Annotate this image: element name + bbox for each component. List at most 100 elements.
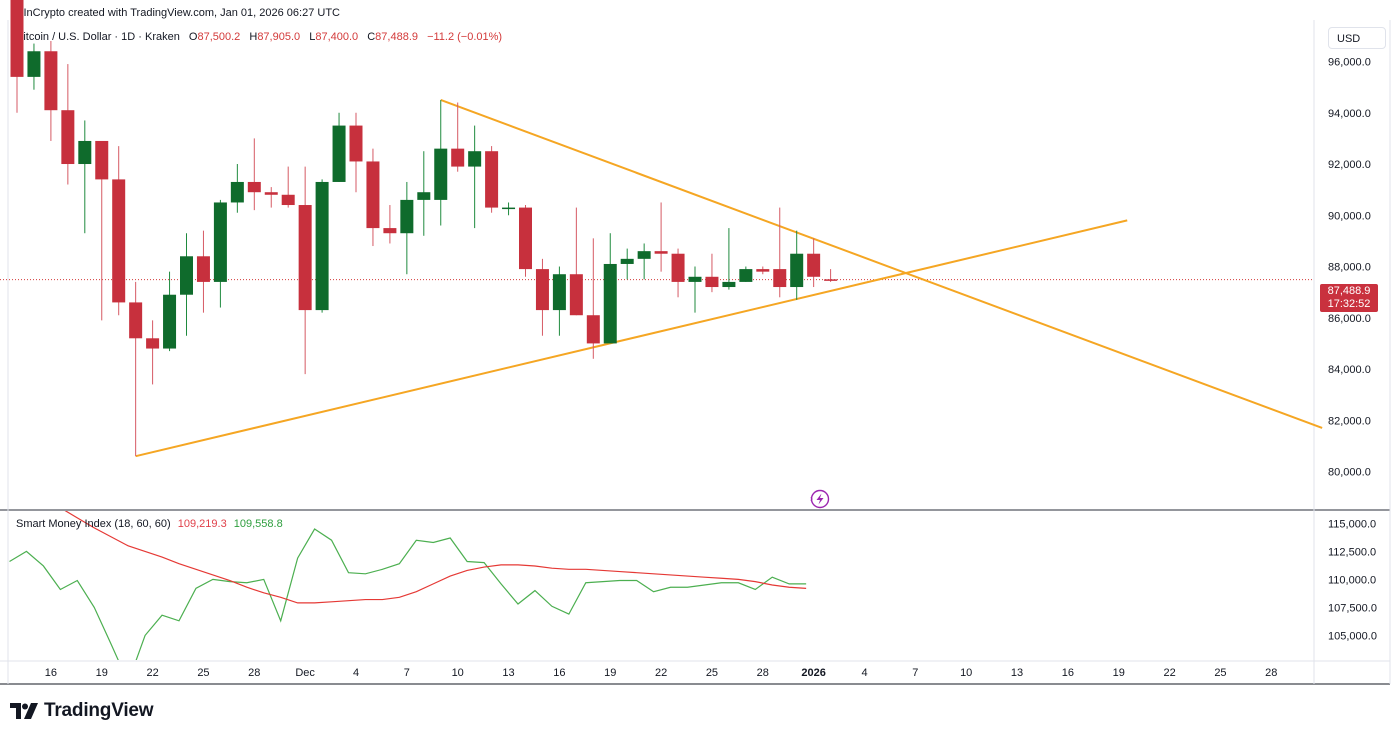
candle-body (569, 274, 583, 316)
time-axis-label: 28 (757, 667, 769, 679)
candle (807, 238, 821, 288)
candle (332, 112, 346, 182)
price-axis-tick: 96,000.0 (1328, 57, 1371, 69)
last-price-tag: 87,488.9 17:32:52 (1320, 284, 1378, 312)
indicator-axis-tick: 107,500.0 (1328, 602, 1377, 614)
candle-body (78, 140, 92, 165)
candle-body (773, 269, 787, 288)
candle (129, 281, 143, 457)
candle (27, 43, 41, 90)
symbol-legend[interactable]: Bitcoin / U.S. Dollar · 1D · Kraken O87,… (16, 31, 502, 43)
candle-body (586, 315, 600, 344)
candle (654, 202, 668, 272)
tradingview-logo[interactable]: TradingView (10, 699, 154, 723)
candle (502, 202, 516, 216)
candle-body (247, 181, 261, 193)
candle (535, 258, 549, 336)
price-axis-tick: 86,000.0 (1328, 313, 1371, 325)
price-axis-tick: 92,000.0 (1328, 159, 1371, 171)
candle-body (315, 181, 329, 311)
candle-body (180, 256, 193, 295)
candle-body (213, 202, 227, 282)
indicator-axis-tick: 112,500.0 (1328, 546, 1376, 558)
candle (298, 166, 312, 375)
candle-body (756, 269, 770, 272)
candle (383, 205, 397, 244)
currency-button[interactable]: USD (1328, 27, 1386, 49)
candle (824, 269, 838, 282)
candle (163, 271, 177, 352)
time-axis-label: 13 (502, 667, 514, 679)
open-label: O (188, 31, 198, 43)
candle (180, 233, 193, 336)
smi-signal-line (64, 511, 807, 604)
candle-body (807, 253, 821, 277)
candle (417, 151, 431, 236)
candle-body (620, 258, 634, 264)
candle-body (163, 294, 177, 349)
candle-body (61, 110, 75, 165)
candle (586, 238, 600, 359)
price-axis-tick: 90,000.0 (1328, 210, 1371, 222)
chart-credit: BeInCrypto created with TradingView.com,… (10, 7, 340, 19)
candle (434, 99, 448, 226)
indicator-value-2: 109,558.8 (233, 518, 283, 530)
candle-body (298, 205, 312, 311)
candle (739, 266, 753, 282)
smi-line (9, 528, 807, 660)
candle (213, 199, 227, 308)
time-axis-label: 22 (1163, 667, 1175, 679)
candle-body (27, 51, 41, 77)
indicator-name[interactable]: Smart Money Index (18, 60, 60) (16, 518, 171, 530)
time-axis-label: 16 (45, 667, 57, 679)
candle-body (552, 274, 566, 311)
candle-body (434, 148, 448, 200)
candle-body (705, 276, 719, 288)
time-axis-label: 4 (353, 667, 359, 679)
candle (247, 138, 261, 211)
candle-body (146, 338, 160, 349)
candle-body (95, 140, 109, 180)
lightning-icon[interactable] (810, 489, 830, 509)
time-axis-label: 19 (604, 667, 616, 679)
symbol-title[interactable]: Bitcoin / U.S. Dollar · 1D · Kraken (16, 31, 180, 43)
candle (315, 179, 329, 313)
time-axis-label: 10 (452, 667, 464, 679)
time-axis-label: 25 (1214, 667, 1226, 679)
indicator-legend[interactable]: Smart Money Index (18, 60, 60) 109,219.3… (16, 518, 283, 530)
price-axis-tick: 88,000.0 (1328, 262, 1371, 274)
candle-body (332, 125, 346, 182)
candle (264, 187, 278, 208)
candle (451, 102, 465, 172)
candle (281, 166, 295, 208)
candle-body (535, 269, 549, 311)
time-axis-label: 7 (912, 667, 918, 679)
candle-body (603, 263, 617, 344)
candle-body (485, 151, 499, 208)
candle-body (281, 194, 295, 206)
candle-body (790, 253, 804, 288)
candle-body (654, 251, 668, 254)
candle (705, 253, 719, 293)
bar-countdown: 17:32:52 (1327, 298, 1371, 310)
candle-body (44, 51, 58, 111)
candle-body (383, 228, 397, 234)
time-axis-label: 4 (861, 667, 867, 679)
low-value: 87,400.0 (315, 31, 359, 43)
time-axis-label: 22 (655, 667, 667, 679)
candle (10, 0, 24, 113)
open-value: 87,500.2 (197, 31, 241, 43)
price-axis-tick: 82,000.0 (1328, 415, 1371, 427)
candle-body (230, 181, 244, 203)
candle-body (637, 251, 651, 259)
candle-body (451, 148, 465, 167)
candle (756, 266, 770, 275)
time-axis-label: 19 (1113, 667, 1125, 679)
candle-body (400, 199, 414, 234)
candle-body (671, 253, 685, 282)
candle (688, 266, 702, 313)
candle (95, 140, 109, 321)
candle (146, 320, 160, 385)
candle-body (502, 207, 516, 210)
